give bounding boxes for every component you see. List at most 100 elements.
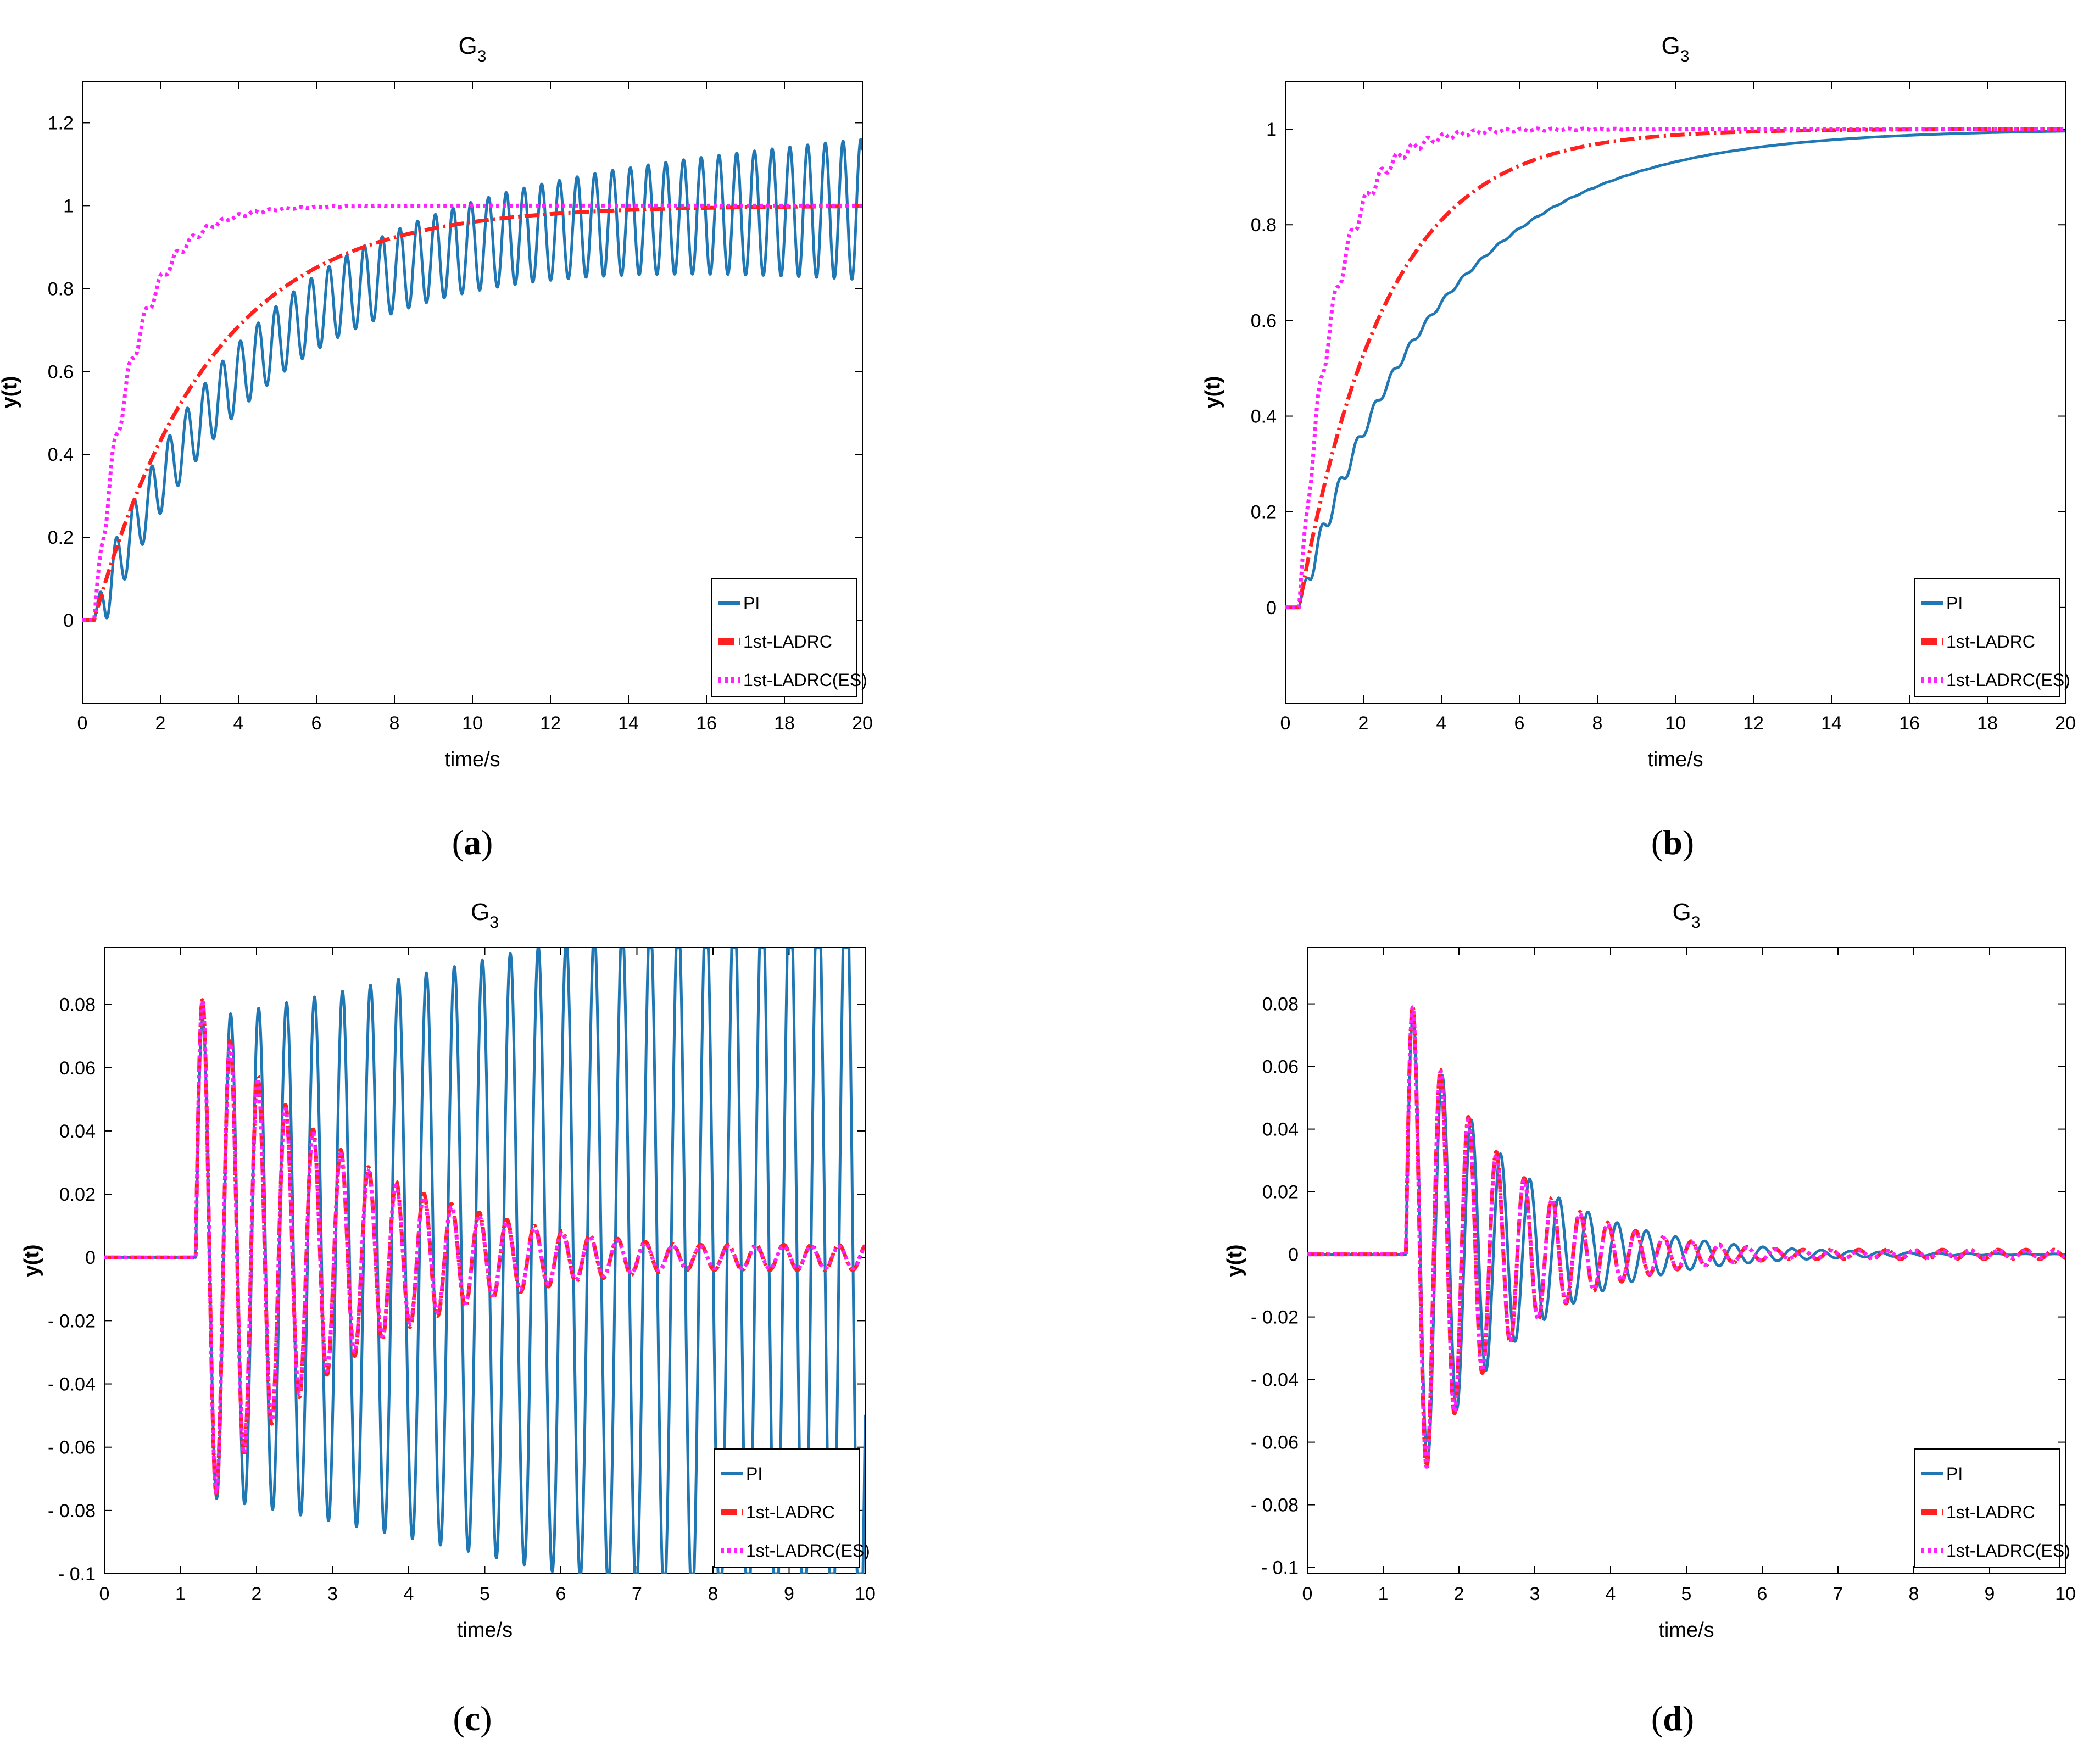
x-tick-label: 2 (1358, 713, 1369, 734)
x-tick-label: 14 (1821, 713, 1842, 734)
panel-caption: (d) (1651, 1699, 1694, 1738)
caption-close: ) (1683, 823, 1694, 862)
x-tick-label: 2 (1454, 1584, 1464, 1604)
x-tick-label: 1 (1378, 1584, 1389, 1604)
y-tick-label: 0.04 (59, 1121, 96, 1142)
x-tick-label: 12 (540, 713, 561, 734)
y-tick-label: - 0.1 (1261, 1558, 1299, 1579)
y-tick-label: - 0.02 (1251, 1307, 1299, 1328)
x-tick-label: 6 (311, 713, 322, 734)
caption-close: ) (1683, 1699, 1694, 1738)
y-tick-label: 0 (85, 1247, 96, 1268)
y-tick-label: 0.8 (1251, 215, 1277, 236)
y-tick-label: 0.06 (59, 1058, 96, 1079)
series-line-pi (82, 138, 862, 622)
x-tick-label: 4 (1606, 1584, 1616, 1604)
y-tick-label: 0.2 (1251, 502, 1277, 523)
caption-open: ( (1651, 1699, 1663, 1738)
series-line-ladrc_es (1285, 126, 2065, 610)
y-tick-label: 0.04 (1262, 1119, 1299, 1140)
chart-title: G3 (471, 899, 499, 932)
y-tick-label: 0.4 (48, 444, 74, 465)
caption-close: ) (481, 823, 493, 862)
x-tick-label: 8 (708, 1584, 718, 1604)
x-tick-label: 9 (1985, 1584, 1995, 1604)
legend-label: PI (746, 1464, 762, 1484)
y-tick-label: 0.02 (59, 1184, 96, 1205)
y-tick-label: 0.6 (48, 361, 74, 382)
x-tick-label: 6 (556, 1584, 566, 1604)
legend-box (711, 578, 857, 697)
series-line-ladrc_es (82, 203, 862, 622)
x-tick-label: 18 (774, 713, 795, 734)
chart-title: G3 (459, 32, 487, 65)
x-tick-label: 4 (233, 713, 244, 734)
series-group (104, 948, 865, 1574)
legend-box (714, 1448, 860, 1568)
series-group (82, 138, 862, 622)
x-tick-label: 0 (99, 1584, 110, 1604)
x-tick-label: 4 (1436, 713, 1447, 734)
y-tick-label: 0 (63, 610, 74, 631)
x-tick-label: 3 (1530, 1584, 1540, 1604)
y-tick-label: - 0.04 (1251, 1370, 1299, 1391)
series-line-pi (104, 948, 865, 1574)
x-tick-label: 8 (1909, 1584, 1919, 1604)
x-tick-label: 2 (252, 1584, 262, 1604)
y-tick-label: 0.6 (1251, 310, 1277, 331)
x-tick-label: 5 (1681, 1584, 1692, 1604)
x-tick-label: 3 (327, 1584, 338, 1604)
y-tick-label: 0.2 (48, 527, 74, 548)
chart-title: G3 (1673, 899, 1701, 932)
y-tick-label: - 0.06 (1251, 1433, 1299, 1453)
x-axis-label: time/s (457, 1619, 513, 1642)
y-tick-label: - 0.08 (48, 1501, 96, 1522)
caption-open: ( (452, 823, 464, 862)
x-tick-label: 0 (1280, 713, 1291, 734)
panel-caption: (a) (452, 823, 493, 862)
chart-panel-d: 0 1 2 3 4 5 6 7 8 9 10 0.08 0.06 0.04 0.02 0 - 0.02 - 0.0… (1223, 899, 2076, 1738)
y-tick-label: 0 (1288, 1245, 1299, 1266)
x-tick-label: 20 (2055, 713, 2076, 734)
y-tick-label: 0.08 (59, 995, 96, 1016)
legend-label: 1st-LADRC(ES) (1946, 670, 2070, 690)
series-line-ladrc_es (1307, 1005, 2065, 1469)
x-tick-label: 5 (480, 1584, 490, 1604)
x-tick-label: 1 (175, 1584, 186, 1604)
series-group (1307, 1005, 2065, 1470)
chart-title-subscript: 3 (489, 913, 499, 932)
caption-letter: a (464, 823, 481, 862)
chart-title-subscript: 3 (1691, 913, 1701, 932)
x-tick-label: 10 (462, 713, 483, 734)
x-tick-label: 12 (1743, 713, 1764, 734)
x-tick-label: 18 (1977, 713, 1998, 734)
y-tick-label: - 0.04 (48, 1374, 96, 1395)
legend-label: 1st-LADRC (743, 632, 832, 651)
y-tick-label: 0.06 (1262, 1057, 1299, 1078)
chart-title: G3 (1662, 32, 1690, 65)
y-tick-label: - 0.02 (48, 1311, 96, 1331)
panel-caption: (b) (1651, 823, 1694, 862)
series-line-ladrc (82, 204, 862, 622)
legend-label: 1st-LADRC (1946, 1502, 2035, 1522)
x-tick-label: 9 (784, 1584, 794, 1604)
y-tick-label: 0 (1266, 598, 1277, 618)
x-tick-label: 6 (1514, 713, 1525, 734)
y-tick-label: - 0.08 (1251, 1495, 1299, 1516)
y-tick-label: 1 (1266, 119, 1277, 140)
y-tick-label: 1 (63, 196, 74, 216)
y-axis-label: y(t) (0, 376, 21, 408)
legend-label: PI (1946, 1464, 1963, 1484)
series-line-pi (1285, 130, 2065, 609)
chart-panel-b: 0 2 4 6 8 10 12 14 16 18 20 0 0.2 0.4 0.6 0.8 1 G3 time/s y… (1201, 32, 2076, 862)
y-tick-label: 0.8 (48, 278, 74, 299)
caption-letter: c (465, 1699, 480, 1738)
y-axis-label: y(t) (1223, 1244, 1246, 1277)
x-axis-label: time/s (444, 748, 500, 771)
caption-open: ( (1651, 823, 1663, 862)
legend-label: 1st-LADRC (746, 1502, 835, 1522)
legend: PI 1st-LADRC 1st-LADRC(ES) (1914, 1448, 2070, 1568)
y-tick-label: 0.08 (1262, 994, 1299, 1015)
legend-label: PI (743, 593, 760, 613)
legend-label: 1st-LADRC(ES) (1946, 1541, 2070, 1560)
